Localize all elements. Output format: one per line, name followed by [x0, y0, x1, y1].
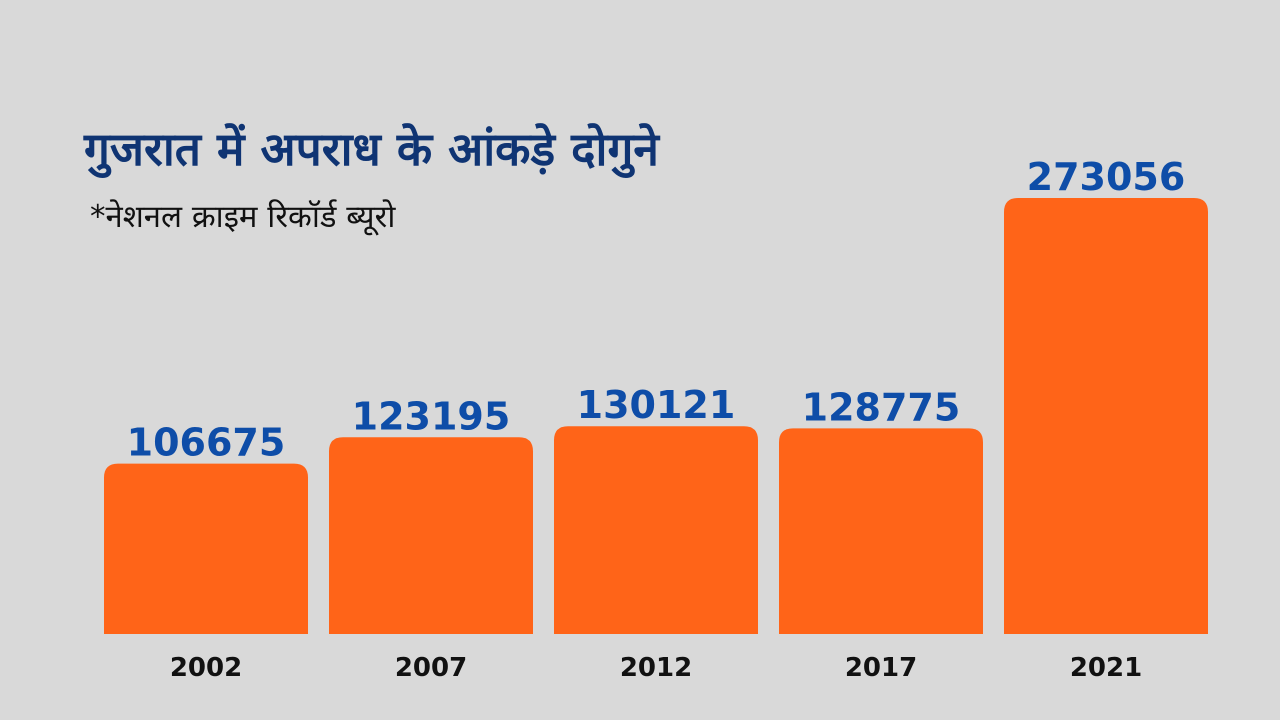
- value-label-2021: 273056: [1027, 155, 1186, 199]
- x-tick-label-2012: 2012: [620, 653, 692, 683]
- value-label-2002: 106675: [127, 421, 286, 465]
- value-label-2017: 128775: [802, 385, 961, 429]
- bar-2021: [1004, 198, 1208, 634]
- x-tick-label-2017: 2017: [845, 653, 917, 683]
- x-tick-label-2021: 2021: [1070, 653, 1142, 683]
- chart-subtitle: *नेशनल क्राइम रिकॉर्ड ब्यूरो: [90, 199, 396, 235]
- x-tick-label-2007: 2007: [395, 653, 467, 683]
- bar-2017: [779, 428, 983, 634]
- bar-2002: [104, 463, 308, 634]
- value-label-2012: 130121: [577, 383, 736, 427]
- bar-2007: [329, 437, 533, 634]
- chart-title: गुजरात में अपराध के आंकड़े दोगुने: [84, 122, 659, 176]
- value-label-2007: 123195: [352, 394, 511, 438]
- x-tick-label-2002: 2002: [170, 653, 242, 683]
- bar-2012: [554, 426, 758, 634]
